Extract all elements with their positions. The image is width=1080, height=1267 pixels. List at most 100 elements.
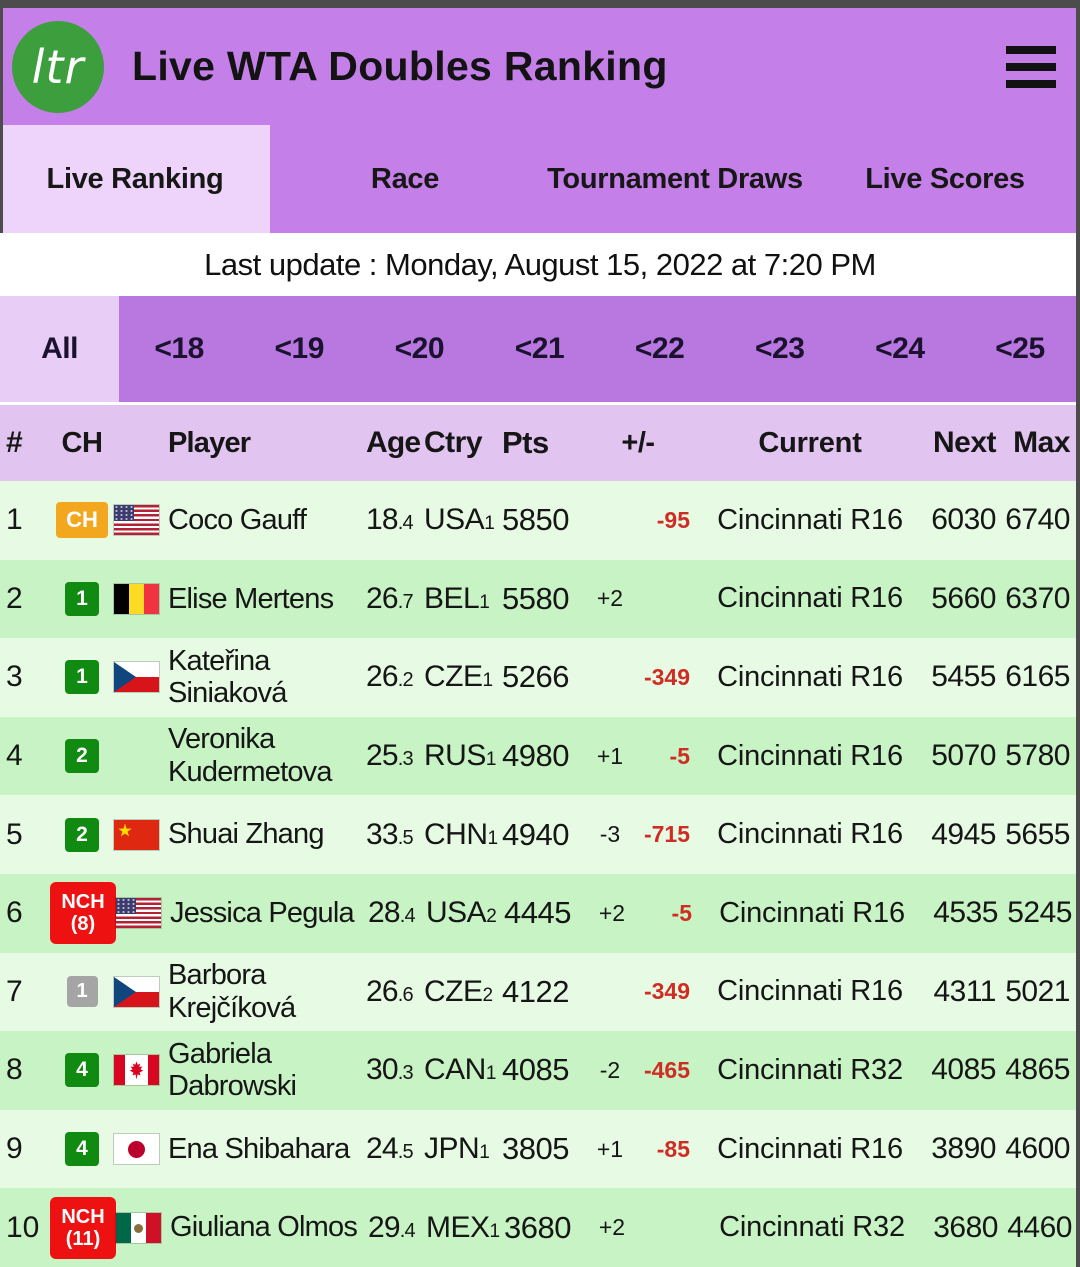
age-decimal: .4: [399, 1219, 416, 1242]
badge-line: (8): [70, 913, 96, 936]
age-cell: 28.4: [368, 896, 416, 930]
next-points-cell: 4085: [931, 1053, 996, 1087]
badge-line: 1: [76, 586, 88, 610]
flag-mex-icon: [116, 1212, 161, 1243]
rank-cell: 8: [6, 1053, 23, 1087]
badge-line: 2: [76, 744, 88, 768]
age-filter-25[interactable]: <25: [995, 332, 1045, 365]
age-filter-19[interactable]: <19: [274, 332, 324, 365]
app-logo-text: ltr: [31, 39, 85, 94]
flag-usa-icon: [114, 505, 159, 536]
ch-badge-cell: 2: [50, 739, 114, 774]
tab-tournament-draws[interactable]: Tournament Draws: [547, 162, 803, 195]
badge-line: (11): [65, 1227, 101, 1250]
header-rank: #: [6, 426, 23, 459]
table-row[interactable]: 2 1 Elise Mertens 26.7 BEL1 5580 +2 Cincinnati …: [0, 559, 1080, 639]
age-cell: 26.6: [366, 974, 414, 1008]
table-row[interactable]: 1 CH Coco Gauff 18.4 USA1 5850 -95 Cincinnati R…: [0, 481, 1080, 560]
flag-cze-icon: [114, 976, 159, 1007]
age-decimal: .3: [397, 748, 414, 771]
age-cell: 25.3: [366, 739, 414, 773]
age-filter-all[interactable]: All: [0, 296, 119, 402]
badge-line: CH: [66, 507, 98, 533]
country-cell: USA2: [426, 896, 497, 930]
ch-diff-badge: 1: [65, 660, 99, 695]
app-logo[interactable]: ltr: [12, 20, 104, 113]
next-points-cell: 4945: [931, 817, 996, 851]
table-row[interactable]: 5 2 Shuai Zhang 33.5 CHN1 4940 -3 -715 Cincinnat…: [0, 795, 1080, 874]
country-cell: BEL1: [424, 581, 490, 615]
next-points-cell: 6030: [931, 503, 996, 537]
tab-bar: Live Ranking Race Tournament Draws Live Sco…: [0, 125, 1080, 233]
max-points-cell: 5655: [1005, 817, 1070, 851]
table-row[interactable]: 6 NCH (8) Jessica Pegula 28.4 USA2 4445 +2 -5 Cin…: [0, 873, 1080, 953]
tab-live-ranking[interactable]: Live Ranking: [0, 125, 270, 233]
points-cell: 5580: [502, 580, 569, 616]
flag-cell: [116, 1212, 170, 1243]
rank-cell: 9: [6, 1132, 23, 1166]
rank-cell: 4: [6, 739, 23, 773]
age-filter-21[interactable]: <21: [514, 332, 565, 365]
window-right-edge: [1076, 0, 1080, 1267]
table-row[interactable]: 9 4 Ena Shibahara 24.5 JPN1 3805 +1 -85 Cincinna…: [0, 1109, 1080, 1189]
next-points-cell: 3680: [933, 1210, 998, 1244]
age-decimal: .4: [399, 905, 416, 928]
rank-change-cell: +2: [596, 585, 624, 612]
country-cell: CHN1: [424, 817, 498, 851]
table-row[interactable]: 3 1 Kateřina Siniaková 26.2 CZE1 5266 -349 Cinc…: [0, 638, 1080, 717]
header-age: Age: [366, 426, 421, 459]
country-rank-sub: 1: [484, 513, 495, 535]
ch-diff-badge: 1: [65, 581, 99, 616]
age-filter-22[interactable]: <22: [634, 332, 685, 365]
age-decimal: .5: [397, 1141, 414, 1164]
ch-badge-cell: 2: [50, 817, 114, 852]
age-filter-20[interactable]: <20: [394, 332, 445, 365]
country-cell: USA1: [424, 503, 495, 537]
current-tournament-cell: Cincinnati R16: [717, 582, 903, 615]
player-name: Jessica Pegula: [170, 896, 355, 929]
table-header-row: # CH Player Age Ctry Pts +/- Current Nex…: [0, 405, 1080, 481]
flag-usa-icon: [116, 898, 161, 929]
country-rank-sub: 1: [482, 670, 494, 692]
country-rank-sub: 1: [485, 1063, 497, 1085]
country-cell: MEX1: [426, 1210, 500, 1244]
tab-race[interactable]: Race: [370, 162, 440, 195]
next-points-cell: 5455: [931, 660, 996, 694]
max-points-cell: 5245: [1007, 896, 1072, 930]
flag-cell: [114, 505, 168, 536]
current-tournament-cell: Cincinnati R16: [717, 818, 903, 851]
player-name: Ena Shibahara: [168, 1132, 350, 1165]
rank-cell: 3: [6, 660, 23, 694]
age-cell: 26.2: [366, 660, 414, 694]
badge-line: 2: [76, 822, 88, 846]
rank-cell: 1: [6, 503, 23, 537]
header-ctry: Ctry: [424, 426, 483, 459]
badge-line: 4: [76, 1137, 88, 1161]
tab-live-scores[interactable]: Live Scores: [865, 162, 1025, 195]
table-row[interactable]: 8 4 Gabriela Dabrowski 30.3 CAN1 4085 -2 -465 Ci…: [0, 1031, 1080, 1110]
max-points-cell: 5021: [1005, 974, 1070, 1008]
next-points-cell: 4535: [933, 896, 998, 930]
max-points-cell: 4600: [1005, 1132, 1070, 1166]
age-filter-23[interactable]: <23: [754, 332, 805, 365]
table-row[interactable]: 10 NCH (11) Giuliana Olmos 29.4 MEX1 3680 +2 Cin…: [0, 1188, 1080, 1267]
ch-diff-badge: 2: [65, 817, 99, 852]
ch-badge-cell: 4: [50, 1132, 114, 1167]
window-left-edge: [0, 0, 3, 233]
country-cell: CZE1: [424, 660, 494, 694]
hamburger-menu-icon[interactable]: [1006, 45, 1056, 88]
age-filter-bar: All <18 <19 <20 <21 <22 <23 <24 <25: [0, 296, 1080, 402]
points-cell: 3805: [502, 1131, 569, 1167]
table-row[interactable]: 4 2 Veronika Kudermetova 25.3 RUS1 4980 +1 -5 Ci…: [0, 716, 1080, 796]
country-rank-sub: 1: [485, 749, 497, 771]
points-cell: 5850: [502, 502, 569, 538]
ch-diff-badge: 2: [65, 739, 99, 774]
points-change-cell: -85: [656, 1135, 690, 1162]
table-row[interactable]: 7 1 Barbora Krejčíková 26.6 CZE2 4122 -349 Cinc…: [0, 952, 1080, 1032]
header-pts: Pts: [502, 425, 549, 460]
age-filter-24[interactable]: <24: [875, 332, 925, 365]
country-rank-sub: 2: [486, 906, 497, 928]
ch-badge-cell: 1: [50, 660, 114, 695]
age-filter-18[interactable]: <18: [154, 332, 204, 365]
max-points-cell: 6740: [1005, 503, 1070, 537]
